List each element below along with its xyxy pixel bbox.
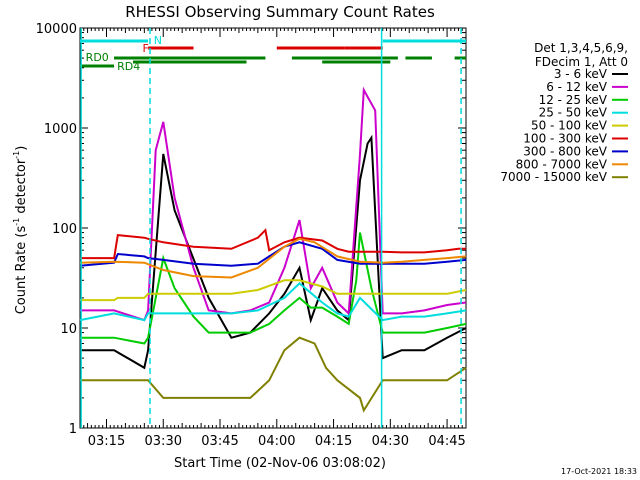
x-tick-label: 04:30 bbox=[372, 434, 409, 449]
series-line bbox=[79, 281, 467, 322]
x-axis: 03:15 03:30 03:45 04:00 04:15 04:30 04:45 bbox=[79, 28, 467, 449]
legend-entry-label: 50 - 100 keV bbox=[531, 119, 608, 133]
legend-entry-label: 100 - 300 keV bbox=[523, 132, 607, 146]
series-line bbox=[80, 134, 467, 370]
series-line bbox=[80, 232, 467, 345]
y-tick-label: 10 bbox=[60, 322, 77, 337]
x-tick-label: 03:30 bbox=[145, 434, 182, 449]
x-axis-title: Start Time (02-Nov-06 03:08:02) bbox=[174, 456, 386, 471]
y-tick-label: 10000 bbox=[36, 22, 77, 37]
series-line bbox=[79, 237, 467, 279]
legend-entry-label: 800 - 7000 keV bbox=[516, 157, 608, 171]
series-line bbox=[80, 336, 467, 413]
vertical-lines-layer bbox=[80, 28, 462, 428]
legend-entry-label: 12 - 25 keV bbox=[539, 93, 608, 107]
footer-date: 17-Oct-2021 18:33 bbox=[561, 467, 637, 476]
x-tick-label: 03:45 bbox=[201, 434, 238, 449]
y-tick-label: 100 bbox=[52, 222, 77, 237]
legend-entry-label: 6 - 12 keV bbox=[546, 80, 608, 94]
series-line bbox=[80, 228, 466, 260]
plot-frame bbox=[79, 27, 467, 429]
legend-header-line-2: FDecim 1, Att 0 bbox=[535, 55, 628, 69]
legend-entry-label: 300 - 800 keV bbox=[523, 144, 607, 158]
series-line bbox=[80, 86, 467, 322]
state-bar-label: RD0 bbox=[86, 51, 109, 64]
legend-header-line-1: Det 1,3,4,5,6,9, bbox=[534, 41, 628, 55]
y-tick-label: 1 bbox=[69, 422, 77, 437]
x-tick-label: 04:00 bbox=[258, 434, 295, 449]
y-tick-label: 1000 bbox=[44, 122, 77, 137]
x-tick-label: 03:15 bbox=[88, 434, 125, 449]
x-tick-label: 04:45 bbox=[428, 434, 465, 449]
y-axis: 1 10 100 1000 10000 bbox=[36, 22, 466, 437]
chart-title: RHESSI Observing Summary Count Rates bbox=[125, 3, 435, 21]
x-tick-label: 04:15 bbox=[315, 434, 352, 449]
legend-entry-label: 7000 - 15000 keV bbox=[500, 170, 607, 184]
state-bar-label: F bbox=[142, 42, 148, 55]
legend: Det 1,3,4,5,6,9, FDecim 1, Att 0 3 - 6 k… bbox=[500, 41, 628, 184]
series-layer bbox=[79, 86, 467, 413]
y-axis-title: Count Rate (s-1 detector-1) bbox=[12, 146, 29, 315]
legend-entry-label: 3 - 6 keV bbox=[554, 67, 608, 81]
legend-entry-label: 25 - 50 keV bbox=[539, 106, 608, 120]
series-line bbox=[80, 279, 467, 302]
state-bar-label: N bbox=[154, 34, 162, 47]
